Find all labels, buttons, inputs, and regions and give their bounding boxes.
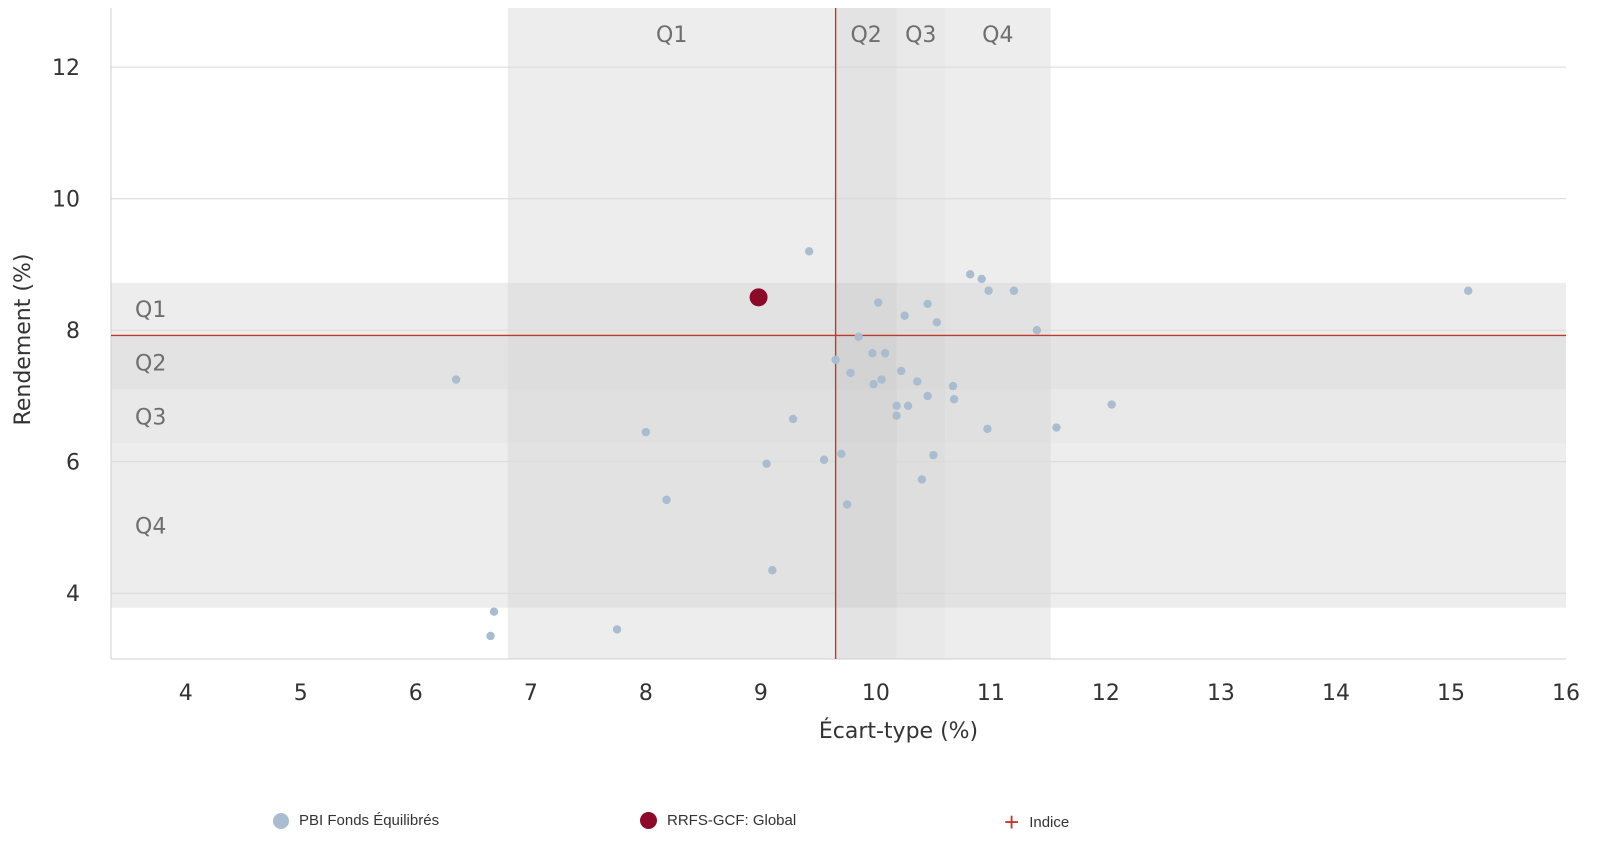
y-tick-label: 8 [66, 319, 80, 344]
fund-point [489, 607, 499, 616]
fund-point [1464, 286, 1473, 295]
tick-labels: 4 5 6 7 8 9 10 11 12 13 14 15 16 4 6 8 10 12 [52, 56, 1580, 706]
x-quartile-label: Q2 [850, 23, 881, 48]
x-tick-label: 14 [1322, 681, 1350, 706]
plus-icon: + [1004, 807, 1020, 837]
fund-point [949, 395, 959, 404]
quartile-bands [111, 8, 1566, 659]
fund-point [984, 286, 993, 295]
fund-point [896, 366, 906, 376]
fund-point [819, 455, 829, 464]
y-tick-label: 12 [52, 56, 80, 81]
fund-point [1009, 286, 1019, 295]
fund-point [762, 459, 771, 468]
quartile-labels: Q1 Q2 Q3 Q4 Q1 Q2 Q3 Q4 [135, 23, 1013, 540]
dark-red-dot-icon [640, 812, 657, 829]
fund-point [900, 311, 909, 320]
legend-item-pbi-fonds: PBI Fonds Équilibrés [273, 812, 439, 829]
y-quartile-band-q3 [111, 389, 1566, 444]
x-tick-label: 15 [1437, 681, 1465, 706]
fund-point [869, 379, 878, 389]
y-quartile-label: Q1 [135, 298, 166, 323]
fund-point [486, 631, 495, 641]
fund-point [932, 318, 942, 327]
fund-point [842, 500, 852, 509]
axes [110, 8, 1566, 660]
light-blue-dot-icon [273, 812, 289, 829]
y-tick-label: 10 [52, 188, 80, 213]
x-tick-label: 4 [179, 681, 193, 706]
fund-point [662, 495, 671, 505]
fund-point [903, 401, 913, 411]
fund-point [451, 375, 461, 384]
fund-point [892, 401, 901, 411]
x-tick-label: 12 [1092, 681, 1120, 706]
x-tick-label: 5 [294, 681, 308, 706]
risk-return-scatter-chart: Q1 Q2 Q3 Q4 Q1 Q2 Q3 Q4 4 5 6 7 8 9 10 11 12 13 14 15 16 4 6 8… [11, 8, 1580, 744]
x-quartile-band-q2 [835, 8, 897, 659]
fund-point [880, 349, 890, 358]
x-quartile-label: Q1 [656, 23, 687, 48]
gridlines [111, 66, 1566, 594]
x-tick-label: 8 [639, 681, 653, 706]
fund-point [965, 270, 975, 279]
fund-point [877, 375, 886, 384]
y-quartile-label: Q4 [135, 515, 166, 540]
legend-item-indice: + Indice [1004, 807, 1070, 837]
x-quartile-band-q3 [896, 8, 945, 659]
fund-point [913, 377, 922, 386]
fund-point [868, 349, 877, 358]
fund-point [846, 368, 855, 378]
x-tick-label: 6 [409, 681, 423, 706]
y-quartile-label: Q3 [135, 405, 166, 430]
data-points [451, 247, 1473, 641]
index-crosshair [111, 8, 1566, 659]
fund-point [641, 427, 651, 437]
x-quartile-label: Q3 [905, 23, 936, 48]
fund-point [892, 411, 901, 420]
fund-point [983, 424, 992, 434]
fund-point [1032, 326, 1042, 335]
x-tick-label: 16 [1552, 681, 1580, 706]
fund-point [948, 381, 958, 391]
y-tick-label: 6 [66, 451, 80, 476]
fund-point [804, 247, 814, 256]
y-axis-title: Rendement (%) [11, 254, 36, 426]
fund-point [1052, 423, 1061, 432]
fund-point [1107, 400, 1116, 409]
chart-legend: PBI Fonds Équilibrés RRFS-GCF: Global + … [0, 807, 1606, 842]
legend-label: PBI Fonds Équilibrés [299, 812, 440, 829]
portfolio-point [749, 288, 768, 307]
fund-point [977, 274, 986, 284]
y-quartile-band-q1 [111, 282, 1566, 336]
fund-point [831, 355, 840, 365]
y-quartile-band-q4 [111, 443, 1566, 608]
fund-point [768, 566, 777, 575]
fund-point [788, 414, 798, 424]
x-tick-label: 9 [754, 681, 768, 706]
fund-point [923, 391, 932, 401]
x-quartile-band-q1 [507, 8, 836, 659]
x-axis-title: Écart-type (%) [819, 718, 978, 744]
x-quartile-label: Q4 [982, 23, 1013, 48]
x-tick-label: 11 [977, 681, 1005, 706]
fund-point [612, 625, 622, 634]
fund-point [837, 449, 846, 459]
y-quartile-label: Q2 [135, 351, 166, 376]
fund-point [873, 298, 883, 307]
x-tick-label: 13 [1207, 681, 1235, 706]
x-quartile-band-q4 [944, 8, 1051, 659]
fund-point [917, 475, 927, 484]
legend-label: Indice [1029, 813, 1070, 831]
x-tick-label: 7 [524, 681, 538, 706]
y-tick-label: 4 [66, 582, 80, 607]
fund-point [929, 450, 938, 460]
fund-point [923, 299, 932, 309]
x-tick-label: 10 [862, 681, 890, 706]
legend-label: RRFS-GCF: Global [667, 812, 797, 829]
legend-item-rrfs-gcf: RRFS-GCF: Global [640, 812, 796, 829]
fund-point [854, 332, 863, 341]
